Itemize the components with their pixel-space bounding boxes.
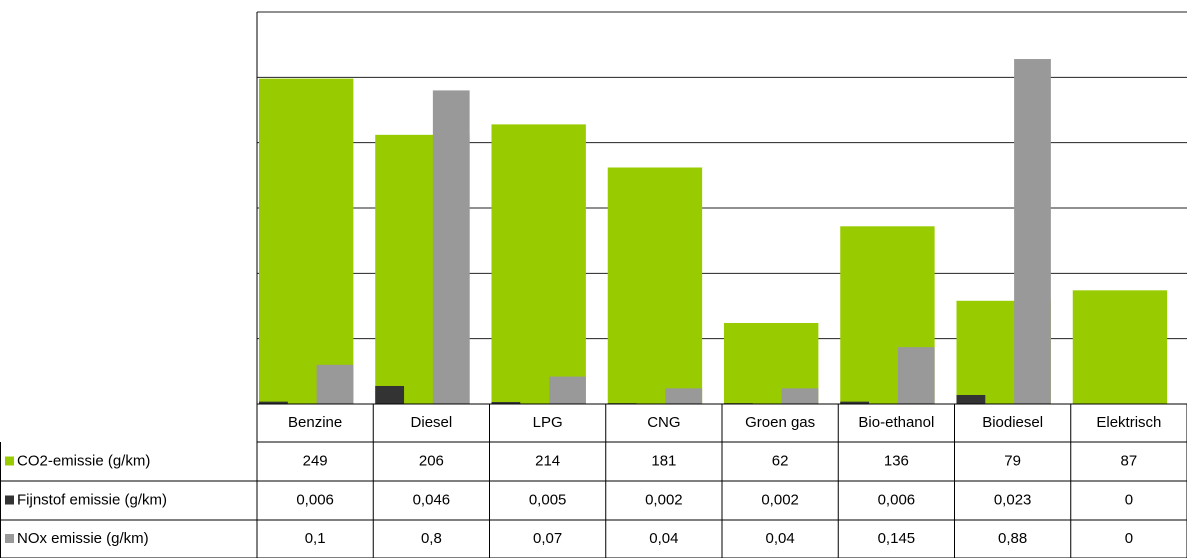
bar [258, 78, 354, 404]
bar [432, 90, 470, 405]
data-label: 181 [651, 452, 676, 469]
data-label: 0,07 [533, 530, 562, 547]
data-label: 249 [303, 452, 328, 469]
bar [1014, 59, 1051, 404]
data-label: 0,005 [529, 491, 567, 508]
data-label: 0,006 [878, 491, 916, 508]
x-tick-label: LPG [533, 414, 563, 431]
legend-label: CO2-emissie (g/km) [17, 452, 150, 469]
x-tick-label: CNG [647, 414, 680, 431]
bar [781, 388, 819, 404]
data-label: 0,002 [761, 491, 799, 508]
x-tick-label: Benzine [288, 414, 342, 431]
data-label: 62 [772, 452, 789, 469]
x-tick-label: Biodiesel [982, 414, 1043, 431]
data-label: 0,002 [645, 491, 683, 508]
x-tick-label: Diesel [411, 414, 453, 431]
bar [258, 401, 288, 404]
bar [375, 385, 405, 404]
legend-label: NOx emissie (g/km) [17, 530, 149, 547]
data-label: 0,1 [305, 530, 326, 547]
bar [316, 364, 354, 404]
data-label: 0,88 [998, 530, 1027, 547]
bar [897, 347, 935, 404]
data-label: 0 [1125, 491, 1133, 508]
data-label: 0,006 [296, 491, 334, 508]
bar [665, 388, 703, 404]
data-label: 136 [884, 452, 909, 469]
bar [840, 401, 870, 404]
data-label: 206 [419, 452, 444, 469]
x-tick-label: Elektrisch [1096, 414, 1161, 431]
data-label: 214 [535, 452, 560, 469]
legend-marker [5, 495, 14, 505]
data-label: 0,8 [421, 530, 442, 547]
data-label: 0,04 [649, 530, 678, 547]
data-label: 0,04 [766, 530, 795, 547]
bar [491, 124, 586, 404]
data-label: 79 [1004, 452, 1021, 469]
x-tick-label: Bio-ethanol [858, 414, 934, 431]
data-label: 0 [1125, 530, 1133, 547]
x-tick-label: Groen gas [745, 414, 815, 431]
bar [607, 167, 703, 404]
bar [956, 394, 986, 404]
legend-marker [5, 456, 14, 466]
data-label: 87 [1121, 452, 1138, 469]
data-label: 0,046 [413, 491, 451, 508]
bar [1072, 290, 1168, 404]
data-label: 0,145 [878, 530, 916, 547]
bar [549, 376, 586, 404]
data-label: 0,023 [994, 491, 1032, 508]
bar [491, 402, 521, 404]
legend-marker [5, 534, 14, 543]
legend-label: Fijnstof emissie (g/km) [17, 491, 167, 508]
